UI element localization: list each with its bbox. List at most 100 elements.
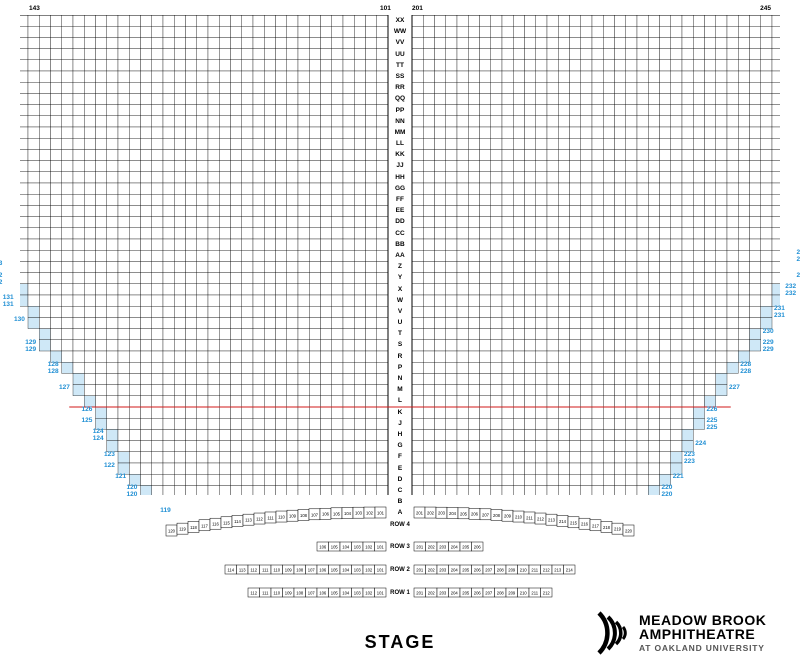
svg-text:202: 202 xyxy=(428,568,436,573)
svg-text:212: 212 xyxy=(537,517,545,522)
row-label-FF: FF xyxy=(388,194,412,205)
edge-seat-130: 130 xyxy=(14,316,25,323)
svg-text:113: 113 xyxy=(245,518,252,523)
svg-text:207: 207 xyxy=(485,568,493,573)
edge-seat-120: 120 xyxy=(127,491,138,498)
svg-text:215: 215 xyxy=(570,520,578,525)
svg-text:208: 208 xyxy=(493,513,501,518)
row-label-UU: UU xyxy=(388,49,412,60)
row-label-Y: Y xyxy=(388,272,412,283)
row-label-U: U xyxy=(388,317,412,328)
row-label-W: W xyxy=(388,295,412,306)
top-right-corner-label: 245 xyxy=(760,5,771,12)
svg-text:205: 205 xyxy=(462,545,470,550)
svg-text:108: 108 xyxy=(296,591,304,596)
row-label-N: N xyxy=(388,373,412,384)
row-label-S: S xyxy=(388,339,412,350)
svg-text:201: 201 xyxy=(416,545,424,550)
row-label-SS: SS xyxy=(388,71,412,82)
svg-text:205: 205 xyxy=(462,591,470,596)
edge-seat-132: 132 xyxy=(0,272,2,279)
edge-seat-128: 128 xyxy=(48,368,59,375)
edge-seat-234: 234 xyxy=(797,249,800,256)
svg-text:203: 203 xyxy=(439,591,447,596)
row-label-HH: HH xyxy=(388,172,412,183)
svg-text:111: 111 xyxy=(267,515,274,520)
svg-text:218: 218 xyxy=(603,525,611,530)
svg-text:213: 213 xyxy=(548,518,556,523)
svg-text:108: 108 xyxy=(296,568,304,573)
svg-text:109: 109 xyxy=(285,568,293,573)
edge-seat-133: 133 xyxy=(0,260,2,267)
edge-seat-125: 125 xyxy=(82,417,93,424)
edge-seat-126: 126 xyxy=(82,406,93,413)
row-label-MM: MM xyxy=(388,127,412,138)
row-label-L: L xyxy=(388,395,412,406)
svg-text:206: 206 xyxy=(474,591,482,596)
svg-text:209: 209 xyxy=(508,568,516,573)
svg-text:103: 103 xyxy=(354,568,362,573)
logo-line2: AMPHITHEATRE xyxy=(639,627,766,641)
svg-text:101: 101 xyxy=(377,545,385,550)
svg-text:214: 214 xyxy=(559,519,567,524)
row-label-QQ: QQ xyxy=(388,93,412,104)
svg-text:104: 104 xyxy=(342,591,350,596)
svg-text:107: 107 xyxy=(308,568,316,573)
svg-text:119: 119 xyxy=(179,527,186,532)
svg-text:202: 202 xyxy=(428,591,436,596)
edge-seat-224: 224 xyxy=(695,440,706,447)
svg-text:209: 209 xyxy=(508,591,516,596)
svg-text:109: 109 xyxy=(289,514,297,519)
svg-text:217: 217 xyxy=(592,523,600,528)
edge-seat-226: 226 xyxy=(707,406,718,413)
edge-seat-232: 232 xyxy=(785,290,796,297)
row-label-Z: Z xyxy=(388,261,412,272)
row-label-T: T xyxy=(388,328,412,339)
svg-text:214: 214 xyxy=(566,568,574,573)
svg-text:105: 105 xyxy=(333,511,341,516)
edge-seat-124: 124 xyxy=(93,435,104,442)
row-label-GG: GG xyxy=(388,183,412,194)
svg-text:206: 206 xyxy=(474,568,482,573)
svg-text:107: 107 xyxy=(308,591,316,596)
svg-text:211: 211 xyxy=(526,515,533,520)
svg-text:203: 203 xyxy=(438,511,446,516)
svg-text:105: 105 xyxy=(331,545,339,550)
row-label-EE: EE xyxy=(388,205,412,216)
svg-text:114: 114 xyxy=(234,519,241,524)
edge-seat-131: 131 xyxy=(3,294,14,301)
logo-text: MEADOW BROOK AMPHITHEATRE AT OAKLAND UNI… xyxy=(639,613,766,653)
svg-text:107: 107 xyxy=(311,512,319,517)
svg-text:106: 106 xyxy=(319,591,327,596)
edge-seat-234: 234 xyxy=(797,256,800,263)
svg-text:219: 219 xyxy=(614,527,622,532)
edge-seat-221: 221 xyxy=(673,473,684,480)
svg-text:101: 101 xyxy=(377,511,385,516)
logo-line1: MEADOW BROOK xyxy=(639,613,766,627)
svg-text:117: 117 xyxy=(201,523,208,528)
svg-text:113: 113 xyxy=(239,568,246,573)
svg-text:106: 106 xyxy=(319,545,327,550)
row-label-X: X xyxy=(388,284,412,295)
row3-label: ROW 3 xyxy=(388,544,412,550)
row4-label: ROW 4 xyxy=(388,522,412,528)
svg-text:103: 103 xyxy=(355,511,363,516)
svg-text:204: 204 xyxy=(451,568,459,573)
edge-seat-230: 230 xyxy=(763,328,774,335)
top-inner-left-label: 101 xyxy=(380,5,391,12)
front-rows-svg: 1201191181171161151141131121111101091081… xyxy=(120,505,680,600)
edge-seat-131: 131 xyxy=(3,301,14,308)
svg-text:204: 204 xyxy=(451,545,459,550)
svg-text:102: 102 xyxy=(365,591,373,596)
edge-seat-132: 132 xyxy=(0,279,2,286)
svg-text:211: 211 xyxy=(531,568,538,573)
edge-seat-129: 129 xyxy=(25,339,36,346)
svg-text:201: 201 xyxy=(416,591,424,596)
svg-text:203: 203 xyxy=(439,568,447,573)
row2-label: ROW 2 xyxy=(388,567,412,573)
row-label-CC: CC xyxy=(388,228,412,239)
row-label-P: P xyxy=(388,362,412,373)
edge-seat-228: 228 xyxy=(740,368,751,375)
svg-text:103: 103 xyxy=(354,591,362,596)
svg-text:118: 118 xyxy=(190,525,197,530)
